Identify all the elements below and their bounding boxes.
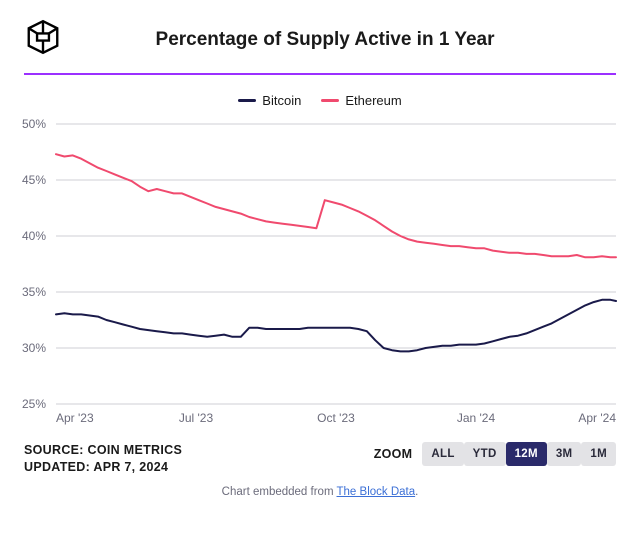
zoom-button-all[interactable]: ALL — [422, 442, 463, 466]
embed-link[interactable]: The Block Data — [337, 486, 416, 498]
legend-label: Bitcoin — [262, 93, 301, 108]
chart-title: Percentage of Supply Active in 1 Year — [74, 29, 616, 51]
embed-suffix: . — [415, 486, 418, 498]
svg-text:30%: 30% — [22, 341, 46, 355]
zoom-button-12m[interactable]: 12M — [506, 442, 547, 466]
legend-label: Ethereum — [345, 93, 401, 108]
zoom-controls: ZOOM ALLYTD12M3M1M — [374, 442, 616, 466]
svg-text:50%: 50% — [22, 117, 46, 131]
source-block: SOURCE: COIN METRICS UPDATED: APR 7, 202… — [24, 442, 182, 476]
legend: Bitcoin Ethereum — [0, 81, 640, 114]
logo-icon — [24, 18, 62, 61]
legend-swatch — [321, 99, 339, 102]
zoom-button-1m[interactable]: 1M — [581, 442, 616, 466]
embed-note: Chart embedded from The Block Data. — [0, 476, 640, 498]
svg-text:Apr '24: Apr '24 — [578, 411, 616, 425]
series-ethereum — [56, 154, 616, 257]
legend-item: Ethereum — [321, 93, 401, 108]
embed-prefix: Chart embedded from — [222, 486, 337, 498]
svg-text:25%: 25% — [22, 397, 46, 411]
series-bitcoin — [56, 300, 616, 352]
svg-text:Jan '24: Jan '24 — [457, 411, 496, 425]
footer: SOURCE: COIN METRICS UPDATED: APR 7, 202… — [0, 434, 640, 476]
zoom-label: ZOOM — [374, 447, 413, 461]
header: Percentage of Supply Active in 1 Year — [0, 0, 640, 73]
legend-swatch — [238, 99, 256, 102]
svg-text:Jul '23: Jul '23 — [179, 411, 214, 425]
svg-text:35%: 35% — [22, 285, 46, 299]
updated-label: UPDATED: APR 7, 2024 — [24, 459, 182, 476]
chart-area: 25% 30% 35% 40% 45% 50% Apr '23 Jul '23 Oct '23 J… — [0, 114, 640, 434]
divider — [24, 73, 616, 75]
zoom-button-3m[interactable]: 3M — [547, 442, 582, 466]
svg-text:45%: 45% — [22, 173, 46, 187]
chart-container: Percentage of Supply Active in 1 Year Bi… — [0, 0, 640, 498]
svg-text:Apr '23: Apr '23 — [56, 411, 94, 425]
svg-text:Oct '23: Oct '23 — [317, 411, 355, 425]
svg-text:40%: 40% — [22, 229, 46, 243]
source-label: SOURCE: COIN METRICS — [24, 442, 182, 459]
zoom-button-ytd[interactable]: YTD — [464, 442, 506, 466]
legend-item: Bitcoin — [238, 93, 301, 108]
